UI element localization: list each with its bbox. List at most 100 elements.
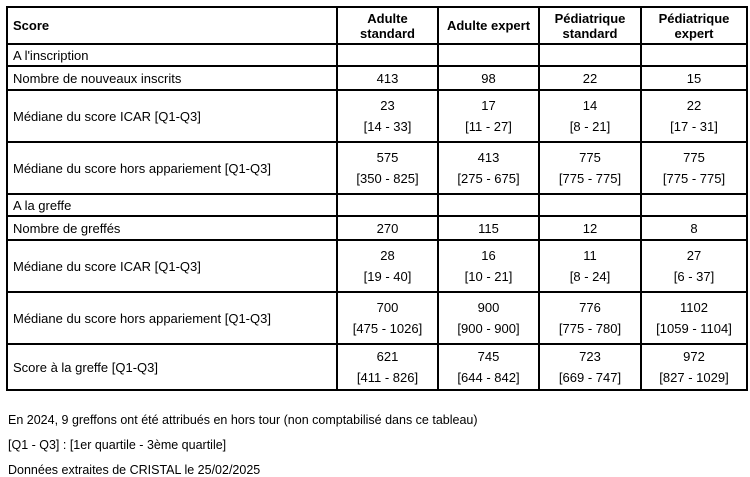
- median-value: 776: [579, 300, 601, 315]
- footnote-quartile-legend: [Q1 - Q3] : [1er quartile - 3ème quartil…: [8, 438, 227, 452]
- median-value: 413: [477, 150, 500, 165]
- quartile-range: [10 - 21]: [464, 269, 513, 284]
- row-label: Médiane du score ICAR [Q1-Q3]: [6, 89, 338, 143]
- median-value: 16: [481, 248, 496, 263]
- quartile-range: [475 - 1026]: [352, 321, 423, 336]
- cell-median-range: 11 [8 - 24]: [538, 239, 642, 293]
- cell-value: 270: [336, 215, 439, 241]
- column-header-adulte-standard: Adulte standard: [336, 6, 439, 45]
- cell-median-range: 16 [10 - 21]: [437, 239, 540, 293]
- column-header-pediatrique-expert: Pédiatrique expert: [640, 6, 748, 45]
- section-row-inscription: A l'inscription: [6, 43, 748, 67]
- row-label: Médiane du score ICAR [Q1-Q3]: [6, 239, 338, 293]
- column-header-score: Score: [6, 6, 338, 45]
- quartile-range: [669 - 747]: [558, 370, 622, 385]
- cell-median-range: 775 [775 - 775]: [640, 141, 748, 195]
- row-label: Nombre de nouveaux inscrits: [6, 65, 338, 91]
- median-value: 972: [683, 349, 705, 364]
- cell-median-range: 575 [350 - 825]: [336, 141, 439, 195]
- cell-value: 115: [437, 215, 540, 241]
- quartile-range: [411 - 826]: [356, 370, 419, 385]
- row-label: Score à la greffe [Q1-Q3]: [6, 343, 338, 391]
- footnote-hors-tour: En 2024, 9 greffons ont été attribués en…: [8, 413, 478, 427]
- row-nombre-greffes: Nombre de greffés 270 115 12 8: [6, 215, 748, 241]
- header-row: Score Adulte standard Adulte expert Pédi…: [6, 6, 748, 45]
- empty-cell: [437, 43, 540, 67]
- quartile-range: [827 - 1029]: [659, 370, 729, 385]
- quartile-range: [17 - 31]: [670, 119, 718, 134]
- cell-median-range: 14 [8 - 21]: [538, 89, 642, 143]
- median-value: 775: [683, 150, 705, 165]
- cell-median-range: 776 [775 - 780]: [538, 291, 642, 345]
- quartile-range: [900 - 900]: [457, 321, 520, 336]
- empty-cell: [538, 43, 642, 67]
- row-mediane-icar-greffe: Médiane du score ICAR [Q1-Q3] 28 [19 - 4…: [6, 239, 748, 293]
- median-value: 775: [579, 150, 601, 165]
- quartile-range: [8 - 24]: [569, 269, 611, 284]
- quartile-range: [14 - 33]: [363, 119, 412, 134]
- column-header-adulte-expert: Adulte expert: [437, 6, 540, 45]
- transplant-score-table: Score Adulte standard Adulte expert Pédi…: [6, 6, 748, 391]
- row-nouveaux-inscrits: Nombre de nouveaux inscrits 413 98 22 15: [6, 65, 748, 91]
- median-value: 621: [376, 349, 399, 364]
- quartile-range: [775 - 775]: [662, 171, 726, 186]
- median-value: 14: [582, 98, 598, 113]
- cell-median-range: 723 [669 - 747]: [538, 343, 642, 391]
- median-value: 1102: [680, 300, 708, 315]
- quartile-range: [775 - 780]: [558, 321, 622, 336]
- cell-median-range: 700 [475 - 1026]: [336, 291, 439, 345]
- row-mediane-hors-appariement-greffe: Médiane du score hors appariement [Q1-Q3…: [6, 291, 748, 345]
- column-header-pediatrique-standard: Pédiatrique standard: [538, 6, 642, 45]
- quartile-range: [644 - 842]: [457, 370, 520, 385]
- row-label: Nombre de greffés: [6, 215, 338, 241]
- empty-cell: [538, 193, 642, 217]
- cell-value: 413: [336, 65, 439, 91]
- section-label: A l'inscription: [6, 43, 338, 67]
- cell-value: 12: [538, 215, 642, 241]
- median-value: 23: [380, 98, 395, 113]
- cell-median-range: 900 [900 - 900]: [437, 291, 540, 345]
- footnotes: En 2024, 9 greffons ont été attribués en…: [8, 413, 750, 477]
- row-mediane-icar-inscription: Médiane du score ICAR [Q1-Q3] 23 [14 - 3…: [6, 89, 748, 143]
- cell-median-range: 972 [827 - 1029]: [640, 343, 748, 391]
- empty-cell: [640, 193, 748, 217]
- median-value: 17: [481, 98, 496, 113]
- cell-value: 98: [437, 65, 540, 91]
- quartile-range: [350 - 825]: [356, 171, 419, 186]
- median-value: 28: [380, 248, 395, 263]
- median-value: 900: [477, 300, 500, 315]
- row-label: Médiane du score hors appariement [Q1-Q3…: [6, 141, 338, 195]
- cell-value: 22: [538, 65, 642, 91]
- quartile-range: [6 - 37]: [673, 269, 715, 284]
- median-value: 22: [686, 98, 702, 113]
- quartile-range: [1059 - 1104]: [656, 321, 732, 336]
- footnote-data-source: Données extraites de CRISTAL le 25/02/20…: [8, 463, 261, 477]
- empty-cell: [437, 193, 540, 217]
- quartile-range: [11 - 27]: [465, 119, 512, 134]
- quartile-range: [8 - 21]: [569, 119, 611, 134]
- quartile-range: [275 - 675]: [457, 171, 520, 186]
- cell-value: 15: [640, 65, 748, 91]
- empty-cell: [336, 43, 439, 67]
- row-label: Médiane du score hors appariement [Q1-Q3…: [6, 291, 338, 345]
- median-value: 11: [583, 248, 597, 263]
- section-row-greffe: A la greffe: [6, 193, 748, 217]
- median-value: 27: [686, 248, 702, 263]
- median-value: 700: [376, 300, 399, 315]
- cell-median-range: 745 [644 - 842]: [437, 343, 540, 391]
- empty-cell: [640, 43, 748, 67]
- cell-median-range: 621 [411 - 826]: [336, 343, 439, 391]
- cell-median-range: 17 [11 - 27]: [437, 89, 540, 143]
- cell-value: 8: [640, 215, 748, 241]
- cell-median-range: 28 [19 - 40]: [336, 239, 439, 293]
- median-value: 723: [579, 349, 601, 364]
- median-value: 575: [376, 150, 399, 165]
- cell-median-range: 27 [6 - 37]: [640, 239, 748, 293]
- cell-median-range: 775 [775 - 775]: [538, 141, 642, 195]
- median-value: 745: [477, 349, 500, 364]
- cell-median-range: 413 [275 - 675]: [437, 141, 540, 195]
- cell-median-range: 22 [17 - 31]: [640, 89, 748, 143]
- quartile-range: [19 - 40]: [363, 269, 412, 284]
- section-label: A la greffe: [6, 193, 338, 217]
- empty-cell: [336, 193, 439, 217]
